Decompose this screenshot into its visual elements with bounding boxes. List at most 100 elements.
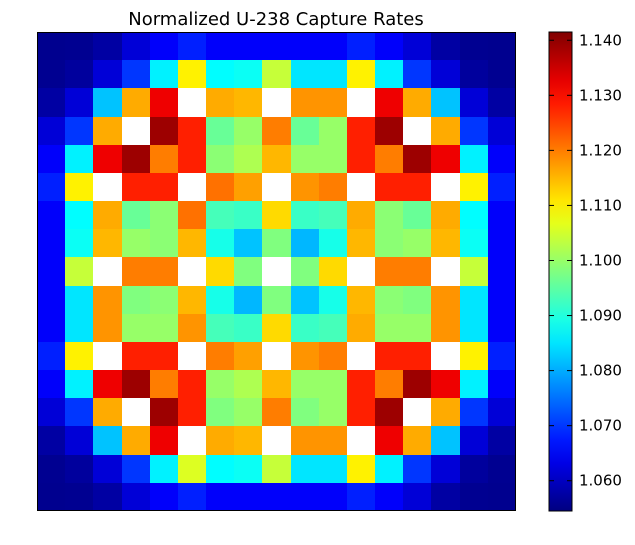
heatmap-cell: [37, 483, 65, 511]
heatmap-cell: [375, 117, 403, 145]
heatmap-cell: [150, 426, 178, 455]
heatmap-cell: [262, 483, 291, 511]
heatmap-cell: [150, 201, 178, 229]
heatmap-cell: [347, 286, 375, 314]
heatmap-cell: [37, 342, 65, 370]
heatmap-cell: [150, 370, 178, 398]
heatmap-cell: [291, 201, 319, 229]
heatmap-cell: [178, 201, 206, 229]
heatmap-cell: [347, 145, 375, 173]
heatmap-cell: [488, 426, 516, 455]
heatmap-cell: [431, 145, 460, 173]
heatmap-cell: [375, 145, 403, 173]
heatmap-cell: [122, 342, 150, 370]
heatmap-cell: [291, 342, 319, 370]
heatmap-cell: [234, 117, 262, 145]
heatmap-cell: [347, 455, 375, 483]
heatmap-cell: [291, 145, 319, 173]
heatmap-cell: [431, 370, 460, 398]
heatmap-cell: [431, 398, 460, 426]
heatmap-cell: [206, 229, 234, 257]
heatmap-cell: [460, 483, 488, 511]
heatmap-cell: [460, 32, 488, 60]
heatmap-cell: [65, 201, 93, 229]
heatmap-cell: [93, 370, 122, 398]
heatmap-cell: [206, 286, 234, 314]
heatmap-cell: [150, 173, 178, 201]
heatmap-cell: [375, 32, 403, 60]
heatmap-cell: [403, 426, 431, 455]
heatmap-cell: [122, 229, 150, 257]
heatmap-cell: [262, 60, 291, 88]
heatmap-cell: [262, 426, 291, 455]
heatmap-cell: [178, 88, 206, 117]
colorbar: 1.060 1.070 1.080 1.090 1.100 1.110 1.120 1.130…: [548, 31, 622, 512]
heatmap-cell: [93, 117, 122, 145]
plot-frame: [37, 32, 516, 511]
heatmap-cell: [178, 173, 206, 201]
heatmap-cell: [93, 398, 122, 426]
heatmap-cell: [431, 455, 460, 483]
heatmap-cell: [319, 201, 347, 229]
heatmap-cell: [178, 60, 206, 88]
heatmap-cell: [122, 257, 150, 286]
heatmap-cell: [319, 145, 347, 173]
heatmap-cell: [65, 426, 93, 455]
heatmap-cell: [37, 370, 65, 398]
heatmap-cell: [206, 342, 234, 370]
heatmap-cell: [178, 314, 206, 342]
heatmap-cell: [206, 314, 234, 342]
heatmap-cell: [291, 398, 319, 426]
heatmap-cell: [37, 201, 65, 229]
colorbar-tick-label: 1.130: [579, 86, 622, 104]
heatmap-cell: [234, 88, 262, 117]
heatmap-grid: [37, 32, 516, 511]
heatmap-cell: [488, 398, 516, 426]
heatmap-cell: [234, 455, 262, 483]
heatmap-cell: [65, 370, 93, 398]
heatmap-cell: [122, 483, 150, 511]
heatmap-cell: [122, 117, 150, 145]
heatmap-cell: [403, 173, 431, 201]
heatmap-cell: [234, 173, 262, 201]
heatmap-cell: [37, 229, 65, 257]
heatmap-cell: [93, 286, 122, 314]
chart-title: Normalized U-238 Capture Rates: [128, 9, 424, 30]
heatmap-cell: [347, 370, 375, 398]
heatmap-cell: [431, 286, 460, 314]
heatmap-cell: [319, 257, 347, 286]
heatmap-cell: [93, 32, 122, 60]
heatmap-cell: [431, 117, 460, 145]
heatmap-cell: [122, 314, 150, 342]
heatmap-cell: [291, 370, 319, 398]
heatmap-cell: [460, 173, 488, 201]
heatmap-cell: [206, 257, 234, 286]
heatmap-cell: [431, 426, 460, 455]
heatmap-cell: [234, 314, 262, 342]
heatmap-cell: [234, 398, 262, 426]
heatmap-cell: [375, 229, 403, 257]
heatmap-cell: [319, 32, 347, 60]
heatmap-cell: [178, 145, 206, 173]
heatmap-cell: [37, 88, 65, 117]
heatmap-cell: [431, 229, 460, 257]
heatmap-cell: [122, 426, 150, 455]
heatmap-cell: [37, 398, 65, 426]
heatmap-cell: [234, 257, 262, 286]
heatmap-cell: [460, 455, 488, 483]
heatmap-cell: [65, 455, 93, 483]
heatmap-cell: [93, 314, 122, 342]
heatmap-cell: [65, 257, 93, 286]
heatmap-cell: [206, 201, 234, 229]
heatmap-cell: [319, 342, 347, 370]
heatmap-cell: [291, 88, 319, 117]
heatmap-cell: [150, 229, 178, 257]
heatmap-cell: [319, 314, 347, 342]
heatmap-cell: [234, 483, 262, 511]
heatmap-cell: [122, 370, 150, 398]
heatmap-cell: [291, 229, 319, 257]
heatmap-cell: [65, 483, 93, 511]
heatmap-cell: [319, 229, 347, 257]
heatmap-cell: [262, 88, 291, 117]
